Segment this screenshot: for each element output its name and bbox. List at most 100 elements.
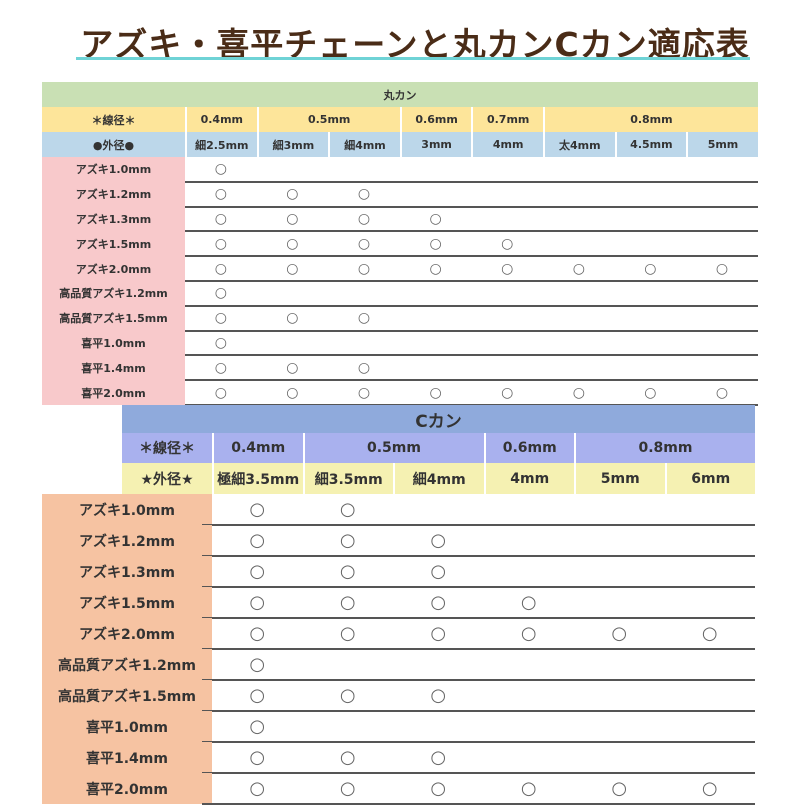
row-label: 喜平1.0mm	[42, 330, 185, 356]
compatibility-mark: ○	[715, 384, 729, 401]
compatibility-mark: ○	[520, 623, 537, 644]
compatibility-mark	[686, 281, 758, 306]
row-divider	[185, 255, 758, 258]
compatibility-mark: ○	[286, 210, 299, 227]
compatibility-mark: ○	[644, 260, 657, 277]
row-label: アズキ1.3mm	[42, 556, 212, 587]
outer-header: 極細3.5mm	[212, 463, 303, 494]
compatibility-mark	[615, 182, 687, 207]
compatibility-mark: ○	[430, 778, 447, 799]
row-divider	[185, 205, 758, 208]
outer-header: 5mm	[686, 132, 758, 157]
compatibility-mark: ○	[429, 235, 442, 252]
compatibility-mark: ○	[357, 210, 371, 227]
compatibility-mark	[665, 711, 756, 742]
outer-header: 細2.5mm	[185, 132, 257, 157]
compatibility-mark	[686, 207, 758, 232]
compatibility-mark	[665, 680, 756, 711]
table-title: 丸カン	[42, 82, 758, 107]
compatibility-mark: ○	[701, 623, 718, 644]
compatibility-mark: ○	[430, 592, 447, 613]
wire-header: 0.8mm	[574, 433, 755, 463]
compatibility-mark	[328, 281, 400, 306]
compatibility-mark: ○	[286, 235, 299, 252]
compatibility-mark: ○	[520, 778, 537, 799]
compatibility-mark: ○	[501, 260, 514, 277]
compatibility-mark: ○	[357, 235, 371, 252]
compatibility-mark	[400, 157, 472, 182]
compatibility-mark: ○	[286, 260, 299, 277]
row-divider	[202, 524, 755, 526]
outer-header: 4.5mm	[614, 132, 687, 157]
compatibility-mark	[615, 355, 687, 380]
compatibility-mark: ○	[249, 654, 266, 675]
compatibility-mark	[257, 281, 329, 306]
compatibility-mark: ○	[249, 685, 266, 706]
row-divider	[185, 230, 758, 233]
compatibility-mark	[484, 711, 575, 742]
compatibility-mark: ○	[249, 530, 266, 551]
wire-header: 0.8mm	[543, 107, 758, 132]
row-divider	[185, 329, 758, 332]
compatibility-mark: ○	[214, 334, 227, 351]
compatibility-mark	[615, 231, 687, 256]
row-divider	[202, 710, 755, 712]
compatibility-mark	[543, 281, 615, 306]
wire-label: ＊線径＊	[42, 107, 185, 132]
compatibility-mark: ○	[339, 747, 356, 768]
compatibility-mark: ○	[286, 359, 299, 376]
compatibility-mark	[400, 355, 472, 380]
compatibility-mark: ○	[249, 747, 266, 768]
row-divider	[202, 772, 755, 774]
compatibility-mark: ○	[701, 778, 718, 799]
compatibility-mark	[471, 306, 543, 331]
compatibility-mark	[543, 182, 615, 207]
compatibility-mark	[665, 587, 756, 618]
compatibility-mark	[400, 306, 472, 331]
compatibility-mark	[484, 525, 575, 556]
compatibility-mark	[303, 649, 394, 680]
compatibility-mark	[543, 157, 615, 182]
compatibility-mark	[400, 182, 472, 207]
compatibility-mark: ○	[249, 561, 266, 582]
row-label: 高品質アズキ1.5mm	[42, 305, 185, 331]
compatibility-mark: ○	[429, 210, 442, 227]
compatibility-mark	[686, 355, 758, 380]
compatibility-mark: ○	[214, 384, 227, 401]
compatibility-mark	[574, 680, 665, 711]
compatibility-mark	[543, 306, 615, 331]
compatibility-mark	[257, 157, 329, 182]
compatibility-mark	[574, 525, 665, 556]
row-label: 高品質アズキ1.5mm	[42, 680, 212, 711]
compatibility-mark: ○	[249, 623, 266, 644]
outer-header: 4mm	[483, 463, 574, 494]
compatibility-mark	[665, 525, 756, 556]
compatibility-mark: ○	[501, 235, 514, 252]
compatibility-mark	[400, 281, 472, 306]
compatibility-mark	[484, 556, 575, 587]
compatibility-mark	[471, 355, 543, 380]
compatibility-mark: ○	[339, 685, 356, 706]
title-underline	[76, 57, 750, 60]
wire-header: 0.5mm	[302, 433, 484, 463]
row-label: アズキ1.0mm	[42, 157, 185, 182]
compatibility-mark: ○	[339, 499, 356, 520]
row-divider	[185, 180, 758, 183]
row-label: 高品質アズキ1.2mm	[42, 281, 185, 306]
row-label: 喜平2.0mm	[42, 773, 212, 804]
compatibility-mark	[400, 331, 472, 356]
compatibility-mark: ○	[501, 384, 514, 401]
outer-header: 4mm	[471, 132, 543, 157]
compatibility-mark: ○	[214, 359, 227, 376]
compatibility-mark	[686, 331, 758, 356]
outer-label: ●外径●	[42, 132, 185, 157]
compatibility-mark	[471, 207, 543, 232]
compatibility-mark: ○	[214, 310, 227, 327]
compatibility-mark: ○	[214, 260, 227, 277]
compatibility-mark	[393, 711, 484, 742]
outer-header: 細3.5mm	[302, 463, 393, 494]
compatibility-mark: ○	[249, 592, 266, 613]
row-divider	[185, 304, 758, 307]
row-divider	[202, 555, 755, 557]
compatibility-mark	[543, 231, 615, 256]
